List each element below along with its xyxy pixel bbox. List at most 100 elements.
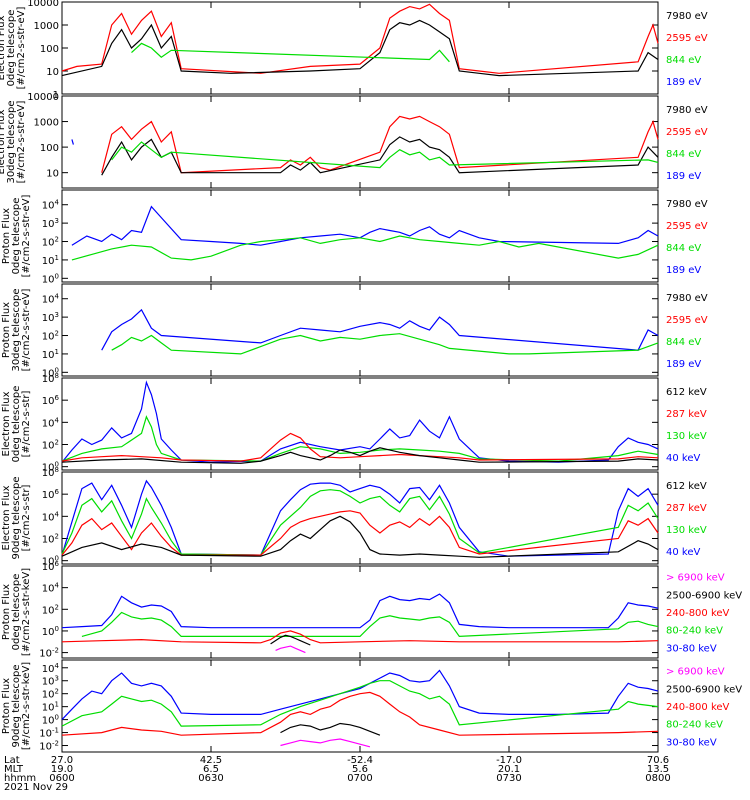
series-line: [101, 308, 659, 351]
series-line: [61, 415, 659, 462]
series-line: [61, 510, 659, 556]
legend-entry: 189 eV: [666, 265, 701, 276]
y-tick-label: 100: [42, 625, 59, 638]
y-tick-label: 106: [42, 394, 60, 407]
legend-entry: 844 eV: [666, 337, 701, 348]
y-tick-label: 108: [42, 372, 59, 385]
y-axis-label: MEPED: [0, 500, 2, 535]
y-tick-label: 102: [42, 236, 59, 249]
legend-entry: 2595 eV: [666, 315, 708, 326]
series-line: [71, 139, 74, 145]
y-axis-label: Proton Flux: [1, 678, 12, 734]
y-tick-label: 104: [42, 662, 60, 675]
x-tick-label: -52.4: [347, 755, 373, 766]
series-line: [270, 634, 311, 646]
y-axis-label: TED: [0, 320, 2, 341]
y-tick-label: 100: [42, 555, 59, 568]
y-tick-label: 1000: [34, 118, 59, 129]
series-line: [61, 691, 659, 736]
series-line: [61, 432, 659, 462]
series-line: [101, 136, 659, 176]
y-tick-label: 101: [42, 701, 59, 714]
legend-entry: 130 keV: [666, 525, 707, 536]
y-axis-label: Proton Flux: [1, 584, 12, 640]
x-tick-label: 13.5: [647, 764, 669, 775]
legend-entry: 2500-6900 keV: [666, 590, 742, 601]
panel-frame: [61, 283, 659, 377]
y-axis-label: [#/cm2-s-str-eV]: [21, 195, 32, 278]
y-tick-label: 102: [42, 688, 59, 701]
x-tick-label: 0730: [496, 773, 521, 784]
series-line: [61, 479, 659, 557]
y-axis-label: Proton Flux: [1, 208, 12, 264]
y-tick-label: 103: [42, 675, 59, 688]
y-tick-label: 1000: [34, 21, 59, 32]
series-line: [81, 611, 659, 638]
series-line: [61, 447, 659, 464]
legend-entry: 7980 eV: [666, 105, 708, 116]
series-line: [111, 333, 659, 355]
date-label: 2021 Nov 29: [4, 782, 68, 793]
legend-entry: 130 keV: [666, 431, 707, 442]
legend-entry: 40 keV: [666, 547, 700, 558]
series-line: [101, 115, 659, 174]
series-line: [280, 722, 381, 736]
y-axis-label: Electron Flux: [1, 391, 12, 456]
series-line: [61, 680, 659, 727]
series-line: [71, 235, 659, 261]
series-line: [275, 645, 306, 654]
y-axis-label: MEPED: [0, 406, 2, 441]
y-tick-label: 103: [42, 311, 59, 324]
legend-entry: 2595 eV: [666, 127, 708, 138]
legend-entry: 7980 eV: [666, 199, 708, 210]
y-tick-label: 1: [53, 90, 59, 101]
y-axis-label: MEPED: [0, 594, 2, 629]
legend-entry: 287 keV: [666, 503, 707, 514]
y-tick-label: 10-2: [39, 647, 59, 660]
series-line: [280, 738, 371, 748]
legend-entry: > 6900 keV: [666, 667, 725, 678]
series-line: [71, 205, 659, 246]
legend-entry: 189 eV: [666, 77, 701, 88]
legend-entry: 189 eV: [666, 359, 701, 370]
y-tick-label: 101: [42, 348, 59, 361]
y-axis-label: [#/cm2-s-str-keV]: [21, 662, 32, 750]
x-axis-row-label: hhmm: [4, 773, 36, 784]
legend-entry: 2595 eV: [666, 221, 708, 232]
series-line: [131, 42, 450, 63]
y-tick-label: 100: [42, 272, 59, 285]
x-axis-row-label: Lat: [4, 755, 20, 766]
legend-entry: 80-240 keV: [666, 626, 723, 637]
series-line: [61, 3, 659, 74]
y-tick-label: 100: [40, 44, 59, 55]
y-tick-label: 102: [42, 603, 59, 616]
y-axis-label: [#/cm2-s-str-eV]: [21, 289, 32, 372]
legend-entry: 2500-6900 keV: [666, 684, 742, 695]
y-axis-label: [#/cm2-s-str]: [21, 484, 32, 551]
y-axis-label: 90deg telescope: [11, 664, 22, 747]
y-tick-label: 108: [42, 466, 59, 479]
y-tick-label: 10000: [27, 92, 59, 103]
y-tick-label: 102: [42, 533, 59, 546]
y-axis-label: Electron Flux: [0, 15, 7, 80]
legend-entry: 40 keV: [666, 453, 700, 464]
x-tick-label: 19.0: [51, 764, 73, 775]
series-line: [61, 380, 659, 463]
y-axis-label: Proton Flux: [1, 302, 12, 358]
x-tick-label: -17.0: [496, 755, 522, 766]
x-tick-label: 5.6: [352, 764, 368, 775]
y-axis-label: [#/cm2-s-str-eV]: [16, 7, 27, 90]
panel-frame: [61, 565, 659, 659]
y-axis-label: Electron Flux: [0, 109, 7, 174]
x-tick-label: 0800: [645, 773, 670, 784]
y-axis-label: 0deg telescope: [11, 198, 22, 275]
y-tick-label: 10-2: [39, 740, 59, 753]
legend-entry: 240-800 keV: [666, 608, 730, 619]
x-tick-label: 20.1: [498, 764, 520, 775]
legend-entry: 80-240 keV: [666, 720, 723, 731]
y-tick-label: 104: [42, 293, 60, 306]
series-line: [111, 141, 659, 169]
panel-frame: [61, 659, 659, 753]
y-tick-label: 106: [42, 560, 60, 573]
